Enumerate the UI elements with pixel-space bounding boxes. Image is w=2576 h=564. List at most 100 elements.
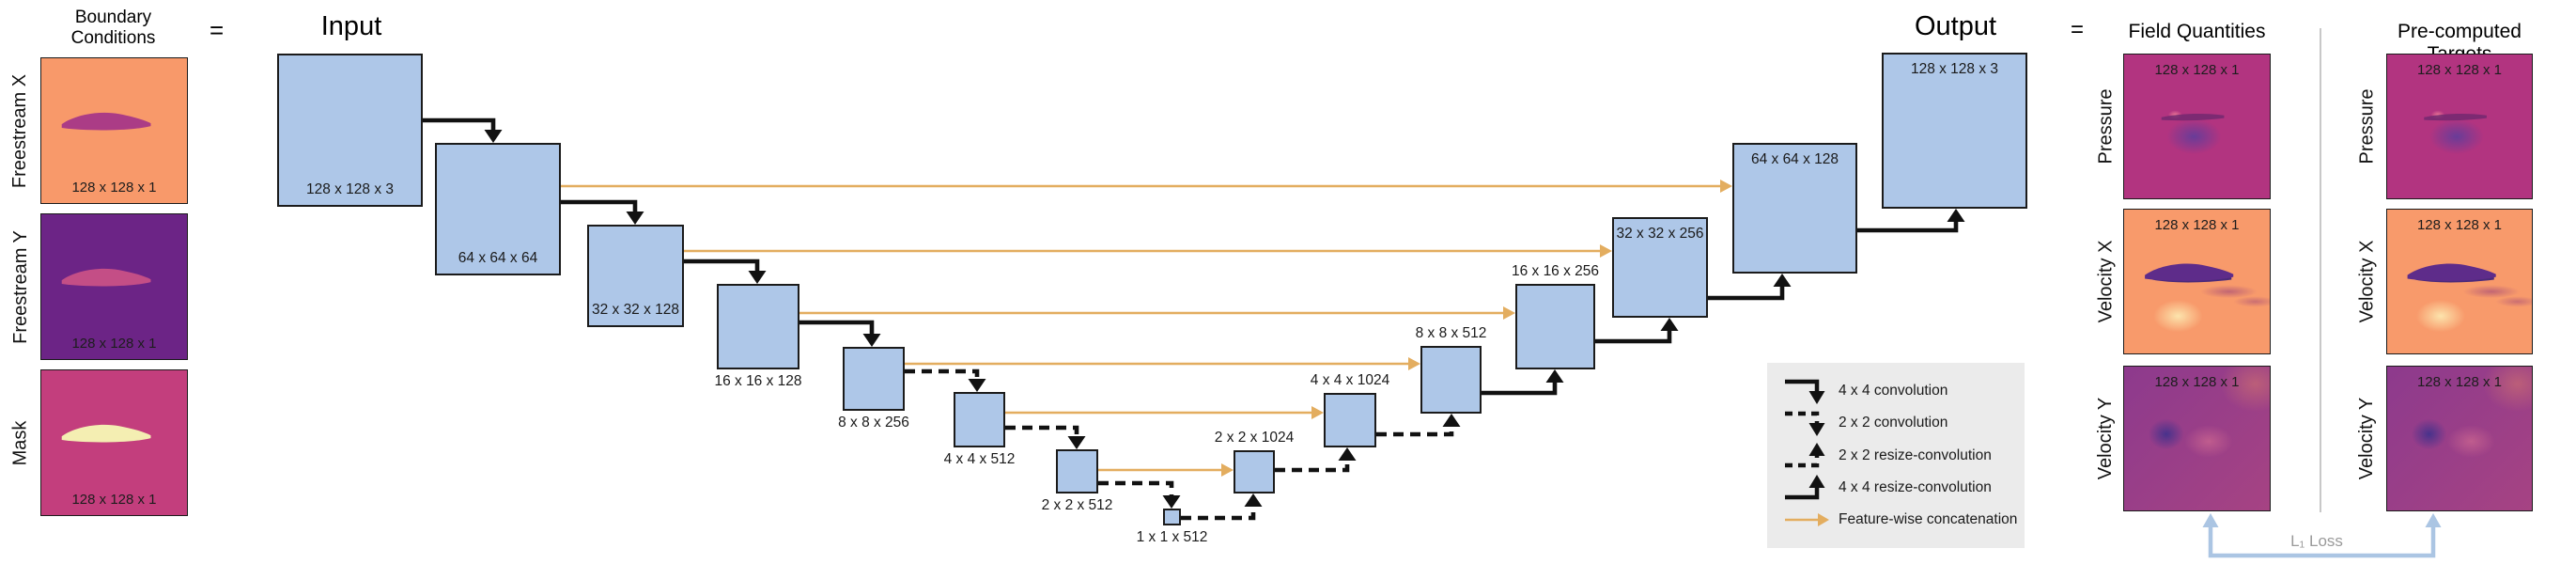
- solid-conv-arrow-head: [862, 334, 881, 347]
- block-size-label: 4 x 4 x 512: [943, 451, 1016, 467]
- image-size-label: 128 x 128 x 1: [71, 336, 157, 352]
- solid-resize-conv-arrow: [1708, 287, 1785, 301]
- l1-loss-label: L₁ Loss: [2290, 532, 2343, 550]
- block-size-label: 64 x 64 x 64: [458, 250, 538, 266]
- dashed-resize-conv-arrow: [1376, 427, 1454, 437]
- concat-arrow-head: [1221, 463, 1234, 477]
- image-size-label: 128 x 128 x 1: [2154, 374, 2240, 390]
- target-velocity-y-image: 128 x 128 x 1: [2386, 366, 2533, 511]
- legend-glyph-solid-down-icon: [1785, 379, 1825, 404]
- field-pressure-image: 128 x 128 x 1: [2123, 54, 2271, 199]
- concat-arrow-head: [1311, 406, 1324, 419]
- target-velocity-x-image: 128 x 128 x 1: [2386, 209, 2533, 354]
- image-size-label: 128 x 128 x 1: [71, 180, 157, 196]
- legend-glyph-part: [1785, 487, 1820, 499]
- dashed-resize-conv-arrow: [1275, 461, 1350, 473]
- boundary-conditions-title: Boundary Conditions: [45, 8, 181, 49]
- target-pressure-image: 128 x 128 x 1: [2386, 54, 2533, 199]
- field-row-label-box: Pressure: [2091, 54, 2121, 199]
- block-size-label: 1 x 1 x 512: [1136, 529, 1208, 545]
- image-size-label: 128 x 128 x 1: [2154, 62, 2240, 78]
- field-velocity-x-image: 128 x 128 x 1: [2123, 209, 2271, 354]
- unet-block: 64 x 64 x 128: [1732, 143, 1857, 274]
- target-row-label-box: Pressure: [2352, 54, 2382, 199]
- legend-glyph-part: [1818, 513, 1829, 526]
- mask-image: 128 x 128 x 1: [40, 369, 188, 516]
- airfoil-path: [61, 268, 151, 287]
- solid-conv-arrow: [684, 258, 760, 271]
- unet-block: 128 x 128 x 3: [277, 54, 423, 207]
- airfoil-shape: [2145, 263, 2234, 283]
- legend-glyph-part: [1808, 423, 1825, 437]
- legend-glyph-dashed-down-icon: [1785, 412, 1825, 437]
- image-size-label: 128 x 128 x 1: [2154, 217, 2240, 233]
- concat-arrow-head: [1408, 357, 1420, 370]
- legend-item: 2 x 2 convolution: [1782, 408, 2019, 438]
- field-velocity-y-image: 128 x 128 x 1: [2123, 366, 2271, 511]
- unet-block: 16 x 16 x 128: [714, 284, 802, 389]
- field-quantities-title: Field Quantities: [2128, 21, 2266, 42]
- dashed-resize-conv-arrow-head: [1442, 414, 1461, 427]
- boundary-row-label-box: Freestream X: [4, 57, 38, 204]
- l1-loss-arrow-head: [2425, 513, 2442, 527]
- freestream-y-image: 128 x 128 x 1: [40, 213, 188, 360]
- unet-block: 4 x 4 x 1024: [1311, 372, 1389, 447]
- legend-item-label: Feature-wise concatenation: [1839, 511, 2018, 527]
- airfoil-shape: [2161, 114, 2225, 121]
- solid-resize-conv-arrow: [1857, 222, 1959, 233]
- concat-arrow-head: [1720, 180, 1732, 193]
- concat-arrow-head: [1600, 244, 1612, 258]
- dashed-conv-arrow: [1005, 425, 1079, 436]
- block-size-label: 64 x 64 x 128: [1750, 151, 1839, 167]
- dashed-resize-conv-arrow-head: [1338, 447, 1357, 461]
- target-row-label-box: Velocity Y: [2352, 366, 2382, 511]
- unet-block: 8 x 8 x 512: [1416, 325, 1486, 414]
- block-size-label: 16 x 16 x 128: [714, 373, 802, 389]
- solid-conv-arrow: [561, 199, 638, 212]
- solid-conv-arrow-head: [484, 130, 503, 143]
- block-size-label: 8 x 8 x 256: [838, 415, 909, 431]
- dashed-conv-arrow-head: [1067, 436, 1086, 449]
- l1-loss-arrow-head: [2202, 513, 2219, 527]
- legend-glyph-orange-right-icon: [1785, 513, 1829, 526]
- target-row-label: Velocity Y: [2356, 397, 2378, 480]
- unet-block: 32 x 32 x 128: [587, 225, 684, 327]
- boundary-title-line1: Boundary: [74, 8, 152, 27]
- legend-glyph-part: [1808, 391, 1825, 404]
- airfoil-shape: [2407, 263, 2496, 283]
- solid-resize-conv-arrow-head: [1545, 369, 1564, 383]
- airfoil-path: [2145, 263, 2234, 281]
- legend-item-label: 2 x 2 convolution: [1839, 415, 1948, 431]
- concat-arrow-head: [1503, 306, 1515, 320]
- legend-glyph-part: [1785, 379, 1820, 391]
- airfoil-shape: [61, 424, 151, 443]
- block-size-label: 4 x 4 x 1024: [1310, 372, 1390, 388]
- legend-glyph-part: [1808, 474, 1825, 488]
- field-row-label: Pressure: [2095, 88, 2117, 164]
- field-row-label-box: Velocity X: [2091, 209, 2121, 354]
- legend-item: Feature-wise concatenation: [1782, 505, 2019, 535]
- airfoil-path: [2161, 114, 2225, 121]
- unet-block: 2 x 2 x 1024: [1215, 430, 1294, 494]
- unet-block: 1 x 1 x 512: [1137, 509, 1207, 545]
- block-size-label: 16 x 16 x 256: [1511, 263, 1600, 279]
- boundary-row-label: Freestream Y: [9, 229, 31, 344]
- airfoil-path: [2407, 263, 2496, 281]
- legend-item: 4 x 4 convolution: [1782, 376, 2019, 406]
- solid-conv-arrow-head: [748, 271, 767, 284]
- unet-block: 64 x 64 x 64: [435, 143, 561, 275]
- target-row-label: Pressure: [2356, 88, 2378, 164]
- image-size-label: 128 x 128 x 1: [2416, 62, 2503, 78]
- field-row-label: Velocity Y: [2095, 397, 2117, 480]
- solid-conv-arrow-head: [626, 212, 644, 225]
- legend-item: 2 x 2 resize-convolution: [1782, 441, 2019, 471]
- legend-item-label: 2 x 2 resize-convolution: [1839, 446, 1992, 463]
- solid-conv-arrow: [423, 118, 496, 130]
- dashed-conv-arrow: [1098, 480, 1174, 495]
- block-size-label: 2 x 2 x 1024: [1214, 430, 1295, 446]
- dashed-conv-arrow-head: [968, 379, 986, 392]
- equals-sign-right: =: [2071, 17, 2085, 42]
- unet-block: 128 x 128 x 3: [1882, 53, 2027, 209]
- target-row-label-box: Velocity X: [2352, 209, 2382, 354]
